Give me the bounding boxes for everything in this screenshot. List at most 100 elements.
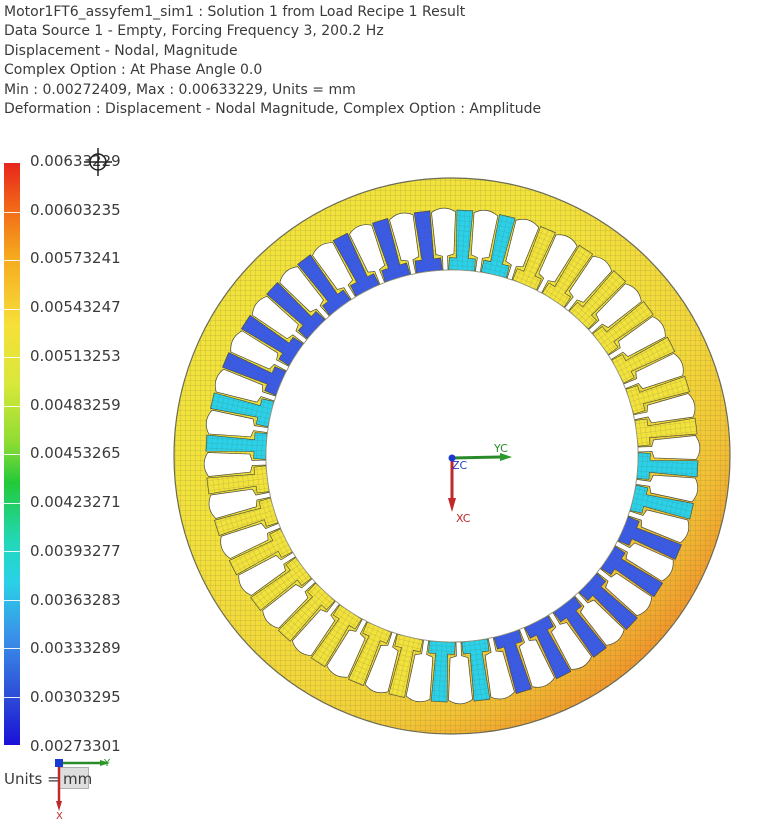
stator-tooth (388, 633, 424, 698)
header-line-complex-option: Complex Option : At Phase Angle 0.0 (4, 62, 263, 79)
stator-slots (203, 207, 701, 705)
stator-slot (326, 618, 368, 678)
legend-tick (4, 405, 20, 407)
stator-tooth (629, 484, 694, 520)
stator-slot (588, 283, 642, 334)
stator-tooth (266, 281, 326, 340)
stator-tooth (206, 465, 270, 495)
stator-tooth (348, 621, 392, 686)
header-line-min-max: Min : 0.00272409, Max : 0.00633229, Unit… (4, 81, 356, 98)
stator-slot (431, 207, 456, 271)
stator-slot (312, 242, 357, 301)
triad-label-xc: XC (456, 512, 471, 525)
stator-slot (596, 568, 653, 617)
stator-slot (470, 209, 499, 273)
stator-slot (405, 639, 434, 703)
stator-slot (518, 627, 555, 688)
stator-tooth (240, 314, 304, 367)
stator-slot (614, 540, 674, 582)
stator-tooth (625, 376, 690, 415)
view-triad-small: Y X (55, 758, 111, 820)
stator-slot (262, 578, 316, 629)
legend-label: 0.00423271 (30, 493, 121, 511)
stator-slot (203, 452, 267, 477)
stator-slot (633, 393, 696, 424)
stator-tooth (214, 497, 279, 536)
stator-slot (505, 218, 540, 281)
stator-tooth (493, 629, 532, 694)
stator-tooth (600, 545, 664, 598)
legend-tick (4, 696, 20, 698)
legend-label: 0.00513253 (30, 347, 121, 365)
legend-label: 0.00603235 (30, 201, 121, 219)
stator-tooth (524, 615, 572, 680)
stator-tooth (228, 528, 293, 576)
legend-tick (4, 308, 20, 310)
stator-tooth (250, 557, 312, 611)
legend-label: 0.00333289 (30, 639, 121, 657)
units-value-field[interactable]: mm (59, 767, 92, 789)
triad-label-yc: YC (493, 442, 508, 455)
legend-label: 0.00393277 (30, 542, 121, 560)
legend-label-min: 0.00273301 (30, 737, 121, 755)
units-label: Units = (4, 770, 60, 788)
stator-slot (627, 509, 690, 544)
stator-tooth (553, 596, 607, 658)
legend-label: 0.00483259 (30, 396, 121, 414)
stator-tooth (310, 604, 363, 668)
result-header: Motor1FT6_assyfem1_sim1 : Solution 1 fro… (4, 3, 541, 119)
stator-tooth (541, 244, 594, 308)
stator-tooth (428, 640, 456, 703)
legend-label: 0.00303295 (30, 688, 121, 706)
stator-tooth (592, 301, 654, 355)
stator-slot (364, 631, 399, 694)
triad-label-zc: ZC (452, 459, 468, 472)
stator-tooth (210, 392, 275, 428)
stator-tooth (568, 270, 627, 330)
legend-tick (4, 357, 20, 358)
stator-slot (251, 295, 308, 344)
coordinate-triad: YC ZC XC (448, 442, 512, 525)
stator-slot (205, 409, 269, 438)
stator-slot (291, 600, 340, 657)
stator-slot (220, 522, 281, 559)
legend-tick (4, 502, 20, 504)
stator-slot (607, 316, 666, 361)
stator-tooth (461, 638, 491, 702)
stator-slot (564, 255, 613, 312)
legend-tick (4, 211, 20, 213)
stator-slot (635, 474, 699, 503)
stator-tooth (222, 352, 287, 396)
small-triad-label-x: X (56, 811, 63, 820)
stator-slot (448, 641, 473, 705)
stator-slot (536, 234, 578, 294)
stator-slot (230, 330, 290, 372)
legend-tick (4, 599, 20, 601)
stator-tooth (372, 218, 411, 283)
header-line-title: Motor1FT6_assyfem1_sim1 : Solution 1 fro… (4, 4, 466, 20)
header-line-result-type: Displacement - Nodal, Magnitude (4, 42, 238, 59)
legend-label: 0.00453265 (30, 444, 121, 462)
stator-tooth (332, 232, 380, 297)
stator-tooth (297, 254, 351, 316)
stator-slot (208, 488, 271, 519)
crosshair-cursor-icon (84, 148, 112, 176)
stator-tooth (448, 209, 476, 272)
stator-slot (214, 368, 277, 403)
stator-slot (547, 611, 592, 670)
stator-tooth (480, 214, 516, 279)
stator-tooth (205, 432, 268, 460)
stator-slot (238, 551, 297, 596)
stator-slot (349, 224, 386, 285)
stator-slot (279, 266, 330, 320)
stator-slot (574, 592, 625, 646)
stator-slot (389, 212, 420, 275)
stator-slot (623, 353, 684, 390)
stator-tooth (611, 336, 676, 384)
stator-tooth (413, 210, 443, 274)
legend-tick (4, 551, 20, 552)
stator-slot (484, 637, 515, 700)
stator-tooth (578, 572, 638, 631)
stator-tooth (617, 516, 682, 560)
